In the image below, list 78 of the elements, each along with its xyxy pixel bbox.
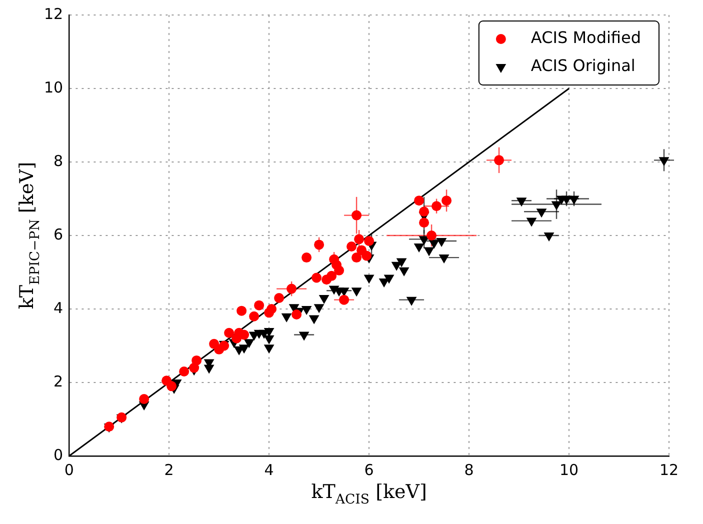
point xyxy=(419,206,430,217)
point xyxy=(301,306,312,315)
point xyxy=(424,247,434,256)
point xyxy=(346,242,357,252)
point xyxy=(354,234,364,244)
y-axis-title: kTEPIC−PN [keV] xyxy=(16,162,43,310)
point xyxy=(544,232,554,242)
y-tick-label: 6 xyxy=(54,225,64,244)
point xyxy=(314,240,324,250)
point xyxy=(438,254,450,264)
point xyxy=(378,278,390,288)
point xyxy=(266,304,277,314)
point xyxy=(414,196,424,206)
y-tick-label: 2 xyxy=(54,372,64,390)
point xyxy=(236,306,247,316)
point xyxy=(526,218,537,227)
point xyxy=(286,284,297,294)
point xyxy=(249,311,260,322)
point xyxy=(551,201,562,210)
point xyxy=(658,157,669,166)
y-tick-label: 12 xyxy=(44,4,64,23)
point xyxy=(414,244,424,253)
point xyxy=(308,315,320,324)
point xyxy=(179,366,190,376)
x-tick-label: 8 xyxy=(464,460,474,479)
point xyxy=(292,310,302,320)
point xyxy=(338,288,350,297)
point xyxy=(516,198,527,207)
point xyxy=(418,236,430,246)
point xyxy=(204,364,214,374)
y-tick-label: 10 xyxy=(44,78,64,96)
point xyxy=(244,339,254,348)
y-tick-label: 8 xyxy=(54,152,64,170)
x-tick-label: 6 xyxy=(364,460,374,479)
point xyxy=(364,236,374,246)
point xyxy=(339,294,350,305)
legend-label: ACIS Original xyxy=(530,56,636,76)
point xyxy=(362,250,372,261)
point xyxy=(314,304,324,314)
x-tick-label: 4 xyxy=(264,460,274,479)
point xyxy=(312,272,322,283)
point xyxy=(166,381,177,392)
point xyxy=(224,328,234,338)
x-tick-label: 12 xyxy=(659,460,679,479)
point xyxy=(364,274,374,284)
point xyxy=(428,240,440,249)
point xyxy=(419,218,430,228)
point xyxy=(318,294,330,304)
point xyxy=(436,238,447,248)
point xyxy=(406,296,417,306)
point xyxy=(302,252,312,263)
point xyxy=(352,252,362,263)
point xyxy=(254,300,264,310)
point xyxy=(274,292,284,303)
point xyxy=(281,313,292,322)
point xyxy=(568,196,580,205)
point xyxy=(298,332,310,341)
point xyxy=(351,288,362,297)
x-tick-label: 2 xyxy=(164,460,174,479)
point xyxy=(334,265,344,276)
point xyxy=(396,258,407,268)
point xyxy=(264,344,274,354)
legend-label: ACIS Modified xyxy=(530,28,642,48)
y-tick-label: 0 xyxy=(54,446,64,464)
point xyxy=(264,335,274,344)
point xyxy=(442,196,452,206)
point xyxy=(426,230,437,240)
point xyxy=(238,344,250,354)
point xyxy=(326,270,337,281)
point xyxy=(398,267,410,276)
y-tick-label: 4 xyxy=(54,298,64,317)
x-tick-label: 10 xyxy=(559,460,579,479)
point xyxy=(494,155,504,166)
point xyxy=(189,362,200,373)
point xyxy=(352,210,362,220)
point xyxy=(139,394,150,404)
point xyxy=(432,201,442,212)
point xyxy=(536,208,547,218)
